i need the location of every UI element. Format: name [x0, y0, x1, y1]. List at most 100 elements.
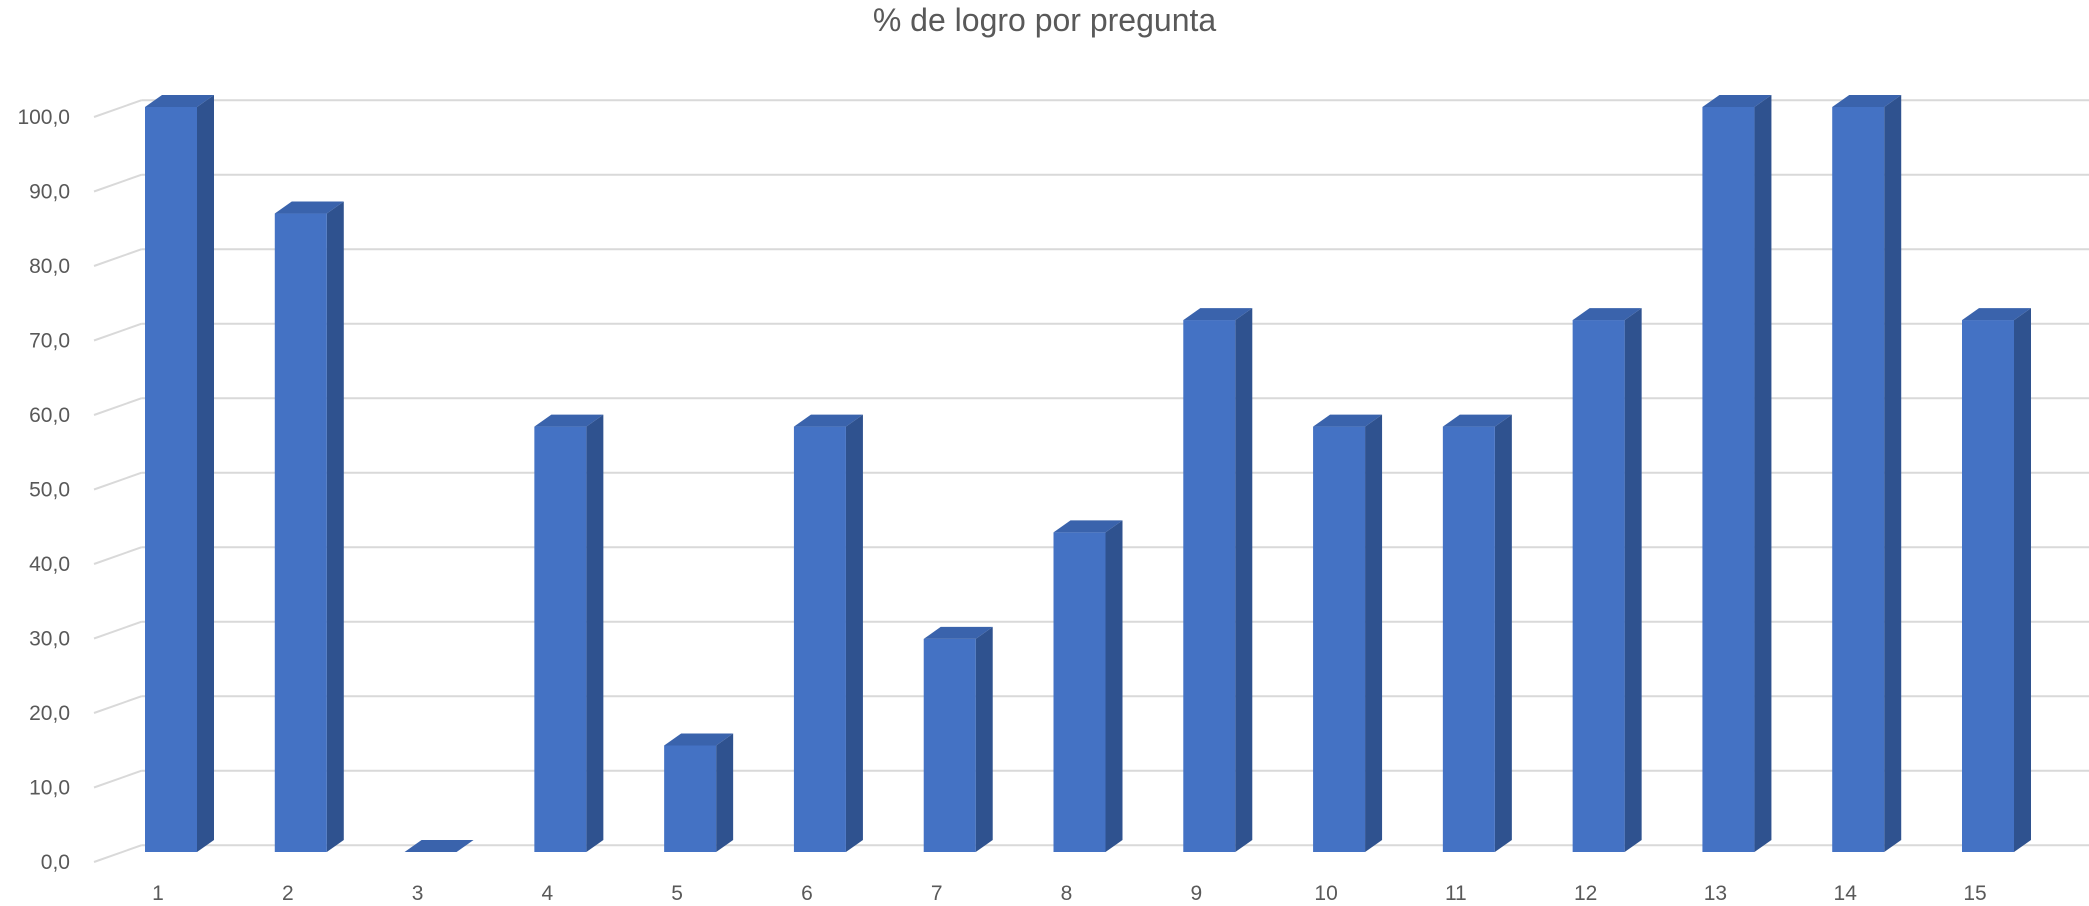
gridline-diagonal — [93, 695, 142, 714]
bar-top-face — [793, 414, 863, 427]
bar-front-face — [274, 213, 327, 852]
gridline-diagonal — [93, 397, 142, 416]
gridline-diagonal — [93, 844, 142, 863]
y-tick-label: 70,0 — [29, 330, 70, 353]
gridline-diagonal — [93, 620, 142, 640]
bar-front-face — [664, 745, 717, 852]
bar-14 — [1832, 95, 1902, 852]
bar-top-face — [1053, 520, 1123, 533]
bar-side-face — [326, 201, 344, 852]
bar-3 — [404, 840, 474, 852]
y-tick-label: 10,0 — [29, 777, 70, 800]
bar-side-face — [1365, 414, 1383, 852]
x-tick-label: 7 — [931, 882, 943, 905]
bar-front-face — [793, 426, 846, 852]
bar-front-face — [1832, 107, 1885, 852]
bar-side-face — [1105, 520, 1123, 852]
chart-title: % de logro por pregunta — [872, 2, 1217, 38]
bar-front-face — [923, 638, 976, 852]
gridline-diagonal — [93, 322, 142, 342]
bar-top-face — [145, 95, 214, 107]
x-tick-label: 1 — [152, 882, 164, 905]
x-tick-label: 3 — [412, 882, 424, 905]
bar-top-face — [534, 414, 604, 427]
bar-top-face — [1183, 308, 1253, 321]
x-tick-label: 14 — [1834, 882, 1858, 905]
bar-front-face — [1053, 532, 1106, 852]
bar-side-face — [197, 95, 214, 852]
bar-12 — [1572, 308, 1642, 852]
y-tick-label: 60,0 — [29, 404, 70, 427]
bar-front-face — [1962, 320, 2014, 852]
bar-side-face — [1884, 95, 1902, 852]
bar-2 — [274, 201, 344, 852]
y-axis-tick-labels: 0,0 10,0 20,0 30,0 40,0 50,0 60,0 70,0 80,0 90,0 1… — [17, 106, 70, 874]
bar-front-face — [1442, 426, 1495, 852]
bar-top-face — [1962, 308, 2031, 321]
x-tick-label: 9 — [1190, 882, 1202, 905]
gridline-diagonal — [93, 546, 142, 565]
bar-side-face — [1494, 414, 1512, 852]
bar-front-face — [534, 426, 587, 852]
bar-side-face — [975, 626, 993, 852]
bar-7 — [923, 626, 993, 852]
y-tick-label: 50,0 — [29, 479, 70, 502]
y-tick-label: 20,0 — [29, 702, 70, 725]
bar-side-face — [1624, 308, 1642, 852]
bar-front-face — [1572, 320, 1625, 852]
x-tick-label: 6 — [801, 882, 813, 905]
gridline-diagonal — [93, 471, 142, 491]
bar-9 — [1183, 308, 1253, 852]
x-tick-label: 2 — [282, 882, 294, 905]
x-tick-label: 12 — [1574, 882, 1597, 905]
bar-top-face — [664, 733, 734, 746]
bar-15 — [1962, 308, 2031, 852]
bar-side-face — [1235, 308, 1253, 852]
bar-front-face — [1183, 320, 1236, 852]
bar-front-face — [1313, 426, 1366, 852]
gridline-diagonal — [93, 173, 142, 193]
y-tick-label: 100,0 — [17, 106, 70, 129]
bar-6 — [793, 414, 863, 852]
bar-top-face — [923, 626, 993, 639]
bar-side-face — [586, 414, 604, 852]
bar-top-face — [1702, 95, 1772, 107]
bar-10 — [1313, 414, 1383, 852]
x-tick-label: 5 — [671, 882, 683, 905]
x-tick-label: 11 — [1445, 882, 1467, 905]
bar-5 — [664, 733, 734, 852]
x-tick-label: 10 — [1314, 882, 1337, 905]
bar-top-face — [274, 201, 344, 214]
bar-side-face — [1754, 95, 1772, 852]
bar-side-face — [2014, 308, 2031, 852]
bar-13 — [1702, 95, 1772, 852]
bar-top-face — [404, 840, 474, 852]
bar-top-face — [1572, 308, 1642, 321]
y-tick-label: 90,0 — [29, 181, 70, 204]
bar-side-face — [716, 733, 734, 852]
bar-11 — [1442, 414, 1512, 852]
y-tick-label: 0,0 — [41, 851, 70, 874]
x-tick-label: 15 — [1963, 882, 1986, 905]
x-tick-label: 4 — [542, 882, 554, 905]
gridline-diagonal — [93, 248, 142, 267]
y-tick-label: 30,0 — [29, 628, 70, 651]
bar-top-face — [1442, 414, 1512, 427]
gridline-diagonal — [93, 769, 142, 789]
bar-top-face — [1832, 95, 1902, 107]
y-tick-label: 40,0 — [29, 553, 70, 576]
gridline-diagonal — [93, 99, 142, 118]
bar-side-face — [845, 414, 863, 852]
x-tick-label: 13 — [1704, 882, 1727, 905]
y-tick-label: 80,0 — [29, 255, 70, 278]
bars — [145, 95, 2031, 852]
bar-4 — [534, 414, 604, 852]
bar-front-face — [145, 107, 197, 852]
bar-8 — [1053, 520, 1123, 852]
x-tick-label: 8 — [1061, 882, 1073, 905]
bar-front-face — [1702, 107, 1755, 852]
x-axis-tick-labels: 1 2 3 4 5 6 7 8 9 10 11 12 13 14 15 — [152, 882, 1987, 905]
bar-1 — [145, 95, 214, 852]
